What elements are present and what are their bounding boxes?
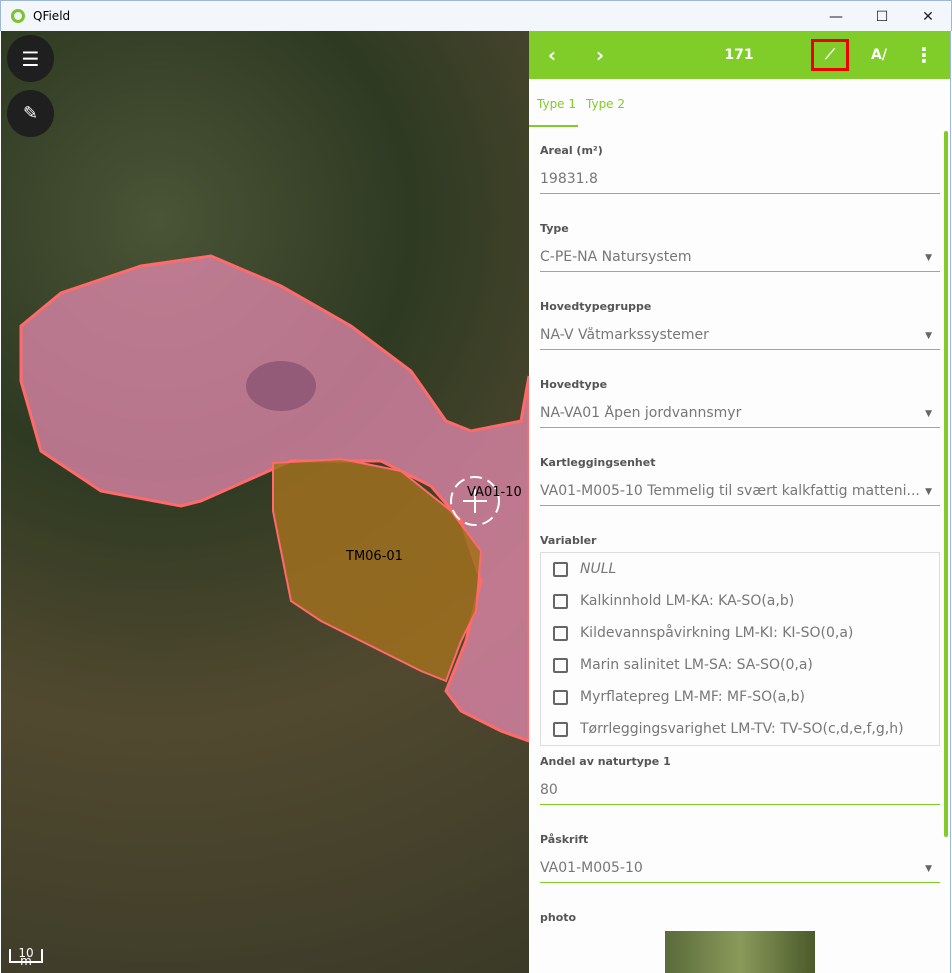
dropdown-value: VA01-M005-10 — [540, 860, 643, 876]
crosshair-icon — [450, 476, 500, 526]
field-andel: Andel av naturtype 1 80 — [540, 755, 940, 805]
checkbox-kalkinnhold[interactable]: Kalkinnhold LM-KA: KA-SO(a,b) — [541, 585, 939, 617]
close-button[interactable]: ✕ — [922, 8, 934, 25]
hovedtypegruppe-dropdown[interactable]: NA-V Våtmarkssystemer ▼ — [540, 327, 940, 350]
field-areal: Areal (m²) 19831.8 — [540, 144, 940, 194]
active-tab-indicator — [529, 125, 578, 127]
andel-input[interactable]: 80 — [540, 782, 940, 805]
pencil-gear-icon: ✎ — [22, 103, 39, 124]
form-toolbar: ‹ › 171 ⟋ A/ ⋮ — [529, 31, 950, 79]
checkbox-myrflatepreg[interactable]: Myrflatepreg LM-MF: MF-SO(a,b) — [541, 681, 939, 713]
paskrift-dropdown[interactable]: VA01-M005-10 ▼ — [540, 860, 940, 883]
text-edit-icon: A/ — [871, 47, 887, 63]
digitize-settings-button[interactable]: ✎ — [7, 90, 54, 137]
checkbox-kildevann[interactable]: Kildevannspåvirkning LM-KI: KI-SO(0,a) — [541, 617, 939, 649]
previous-feature-button[interactable]: ‹ — [547, 43, 557, 67]
field-label: photo — [540, 911, 577, 924]
checkbox-label: Marin salinitet LM-SA: SA-SO(0,a) — [580, 657, 813, 673]
field-paskrift: Påskrift VA01-M005-10 ▼ — [540, 833, 940, 883]
minimize-button[interactable]: — — [829, 8, 843, 25]
field-label: Andel av naturtype 1 — [540, 755, 671, 768]
dropdown-arrow-icon: ▼ — [925, 253, 932, 263]
polygon-tm06-01[interactable] — [272, 457, 483, 683]
form-tabs: Type 1 Type 2 — [529, 79, 950, 127]
checkbox-icon — [553, 657, 568, 673]
dropdown-arrow-icon: ▼ — [925, 864, 932, 874]
field-photo: photo — [540, 911, 940, 924]
checkbox-label: Kalkinnhold LM-KA: KA-SO(a,b) — [580, 593, 795, 609]
scale-bar: 10 m — [9, 947, 43, 967]
feature-form-panel: ‹ › 171 ⟋ A/ ⋮ Type 1 Type 2 Areal (m²) 1… — [529, 31, 951, 973]
checkbox-label: NULL — [580, 561, 617, 577]
photo-thumbnail[interactable] — [665, 931, 815, 973]
more-menu-button[interactable]: ⋮ — [909, 31, 939, 79]
feature-label-va01-10: VA01-10 — [467, 485, 522, 500]
kebab-menu-icon: ⋮ — [914, 43, 934, 67]
edit-geometry-button[interactable]: ⟋ — [811, 39, 849, 71]
dropdown-arrow-icon: ▼ — [925, 487, 932, 497]
field-label: Areal (m²) — [540, 144, 603, 157]
checkbox-torrlegging[interactable]: Tørrleggingsvarighet LM-TV: TV-SO(c,d,e,… — [541, 713, 939, 745]
field-variabler: Variabler — [540, 534, 940, 547]
hamburger-icon: ☰ — [21, 46, 40, 71]
checkbox-icon — [553, 689, 568, 705]
next-feature-button[interactable]: › — [595, 43, 605, 67]
checkbox-icon — [553, 561, 568, 577]
field-label: Type — [540, 222, 569, 235]
checkbox-label: Myrflatepreg LM-MF: MF-SO(a,b) — [580, 689, 805, 705]
field-label: Kartleggingsenhet — [540, 456, 656, 469]
edit-attributes-button[interactable]: A/ — [861, 31, 897, 79]
dropdown-value: VA01-M005-10 Temmelig til svært kalkfatt… — [540, 483, 920, 499]
variabler-checklist: NULL Kalkinnhold LM-KA: KA-SO(a,b) Kilde… — [540, 552, 940, 746]
maximize-button[interactable]: ☐ — [875, 8, 889, 25]
title-bar: QField — ☐ ✕ — [0, 0, 952, 31]
checkbox-marin-salinitet[interactable]: Marin salinitet LM-SA: SA-SO(0,a) — [541, 649, 939, 681]
checkbox-null[interactable]: NULL — [541, 553, 939, 585]
tab-type-1[interactable]: Type 1 — [537, 97, 577, 111]
checkbox-label: Tørrleggingsvarighet LM-TV: TV-SO(c,d,e,… — [580, 721, 904, 737]
dropdown-value: C-PE-NA Natursystem — [540, 249, 692, 265]
field-kartleggingsenhet: Kartleggingsenhet VA01-M005-10 Temmelig t… — [540, 456, 940, 506]
field-label: Variabler — [540, 534, 597, 547]
window-title: QField — [33, 9, 71, 23]
polygon-va01-10[interactable] — [19, 254, 529, 743]
kartleggingsenhet-dropdown[interactable]: VA01-M005-10 Temmelig til svært kalkfatt… — [540, 483, 940, 506]
dropdown-arrow-icon: ▼ — [925, 331, 932, 341]
checkbox-icon — [553, 721, 568, 737]
form-scrollbar[interactable] — [944, 131, 948, 837]
feature-id: 171 — [724, 47, 754, 63]
field-label: Hovedtype — [540, 378, 608, 391]
checkbox-icon — [553, 593, 568, 609]
type-dropdown[interactable]: C-PE-NA Natursystem ▼ — [540, 249, 940, 272]
checkbox-label: Kildevannspåvirkning LM-KI: KI-SO(0,a) — [580, 625, 854, 641]
field-label: Påskrift — [540, 833, 589, 846]
map-canvas[interactable]: VA01-10 TM06-01 ☰ ✎ 10 m — [1, 31, 529, 973]
field-hovedtype: Hovedtype NA-VA01 Åpen jordvannsmyr ▼ — [540, 378, 940, 428]
checkbox-icon — [553, 625, 568, 641]
field-label: Hovedtypegruppe — [540, 300, 652, 313]
dropdown-value: NA-VA01 Åpen jordvannsmyr — [540, 405, 742, 421]
feature-label-tm06-01: TM06-01 — [346, 549, 403, 564]
field-hovedtypegruppe: Hovedtypegruppe NA-V Våtmarkssystemer ▼ — [540, 300, 940, 350]
hovedtype-dropdown[interactable]: NA-VA01 Åpen jordvannsmyr ▼ — [540, 405, 940, 428]
qfield-logo-icon — [11, 9, 25, 23]
field-type: Type C-PE-NA Natursystem ▼ — [540, 222, 940, 272]
dropdown-arrow-icon: ▼ — [925, 409, 932, 419]
dropdown-value: NA-V Våtmarkssystemer — [540, 327, 709, 343]
areal-input[interactable]: 19831.8 — [540, 171, 940, 194]
tab-type-2[interactable]: Type 2 — [586, 97, 626, 111]
main-menu-button[interactable]: ☰ — [7, 35, 54, 82]
vertex-edit-icon: ⟋ — [825, 47, 835, 63]
